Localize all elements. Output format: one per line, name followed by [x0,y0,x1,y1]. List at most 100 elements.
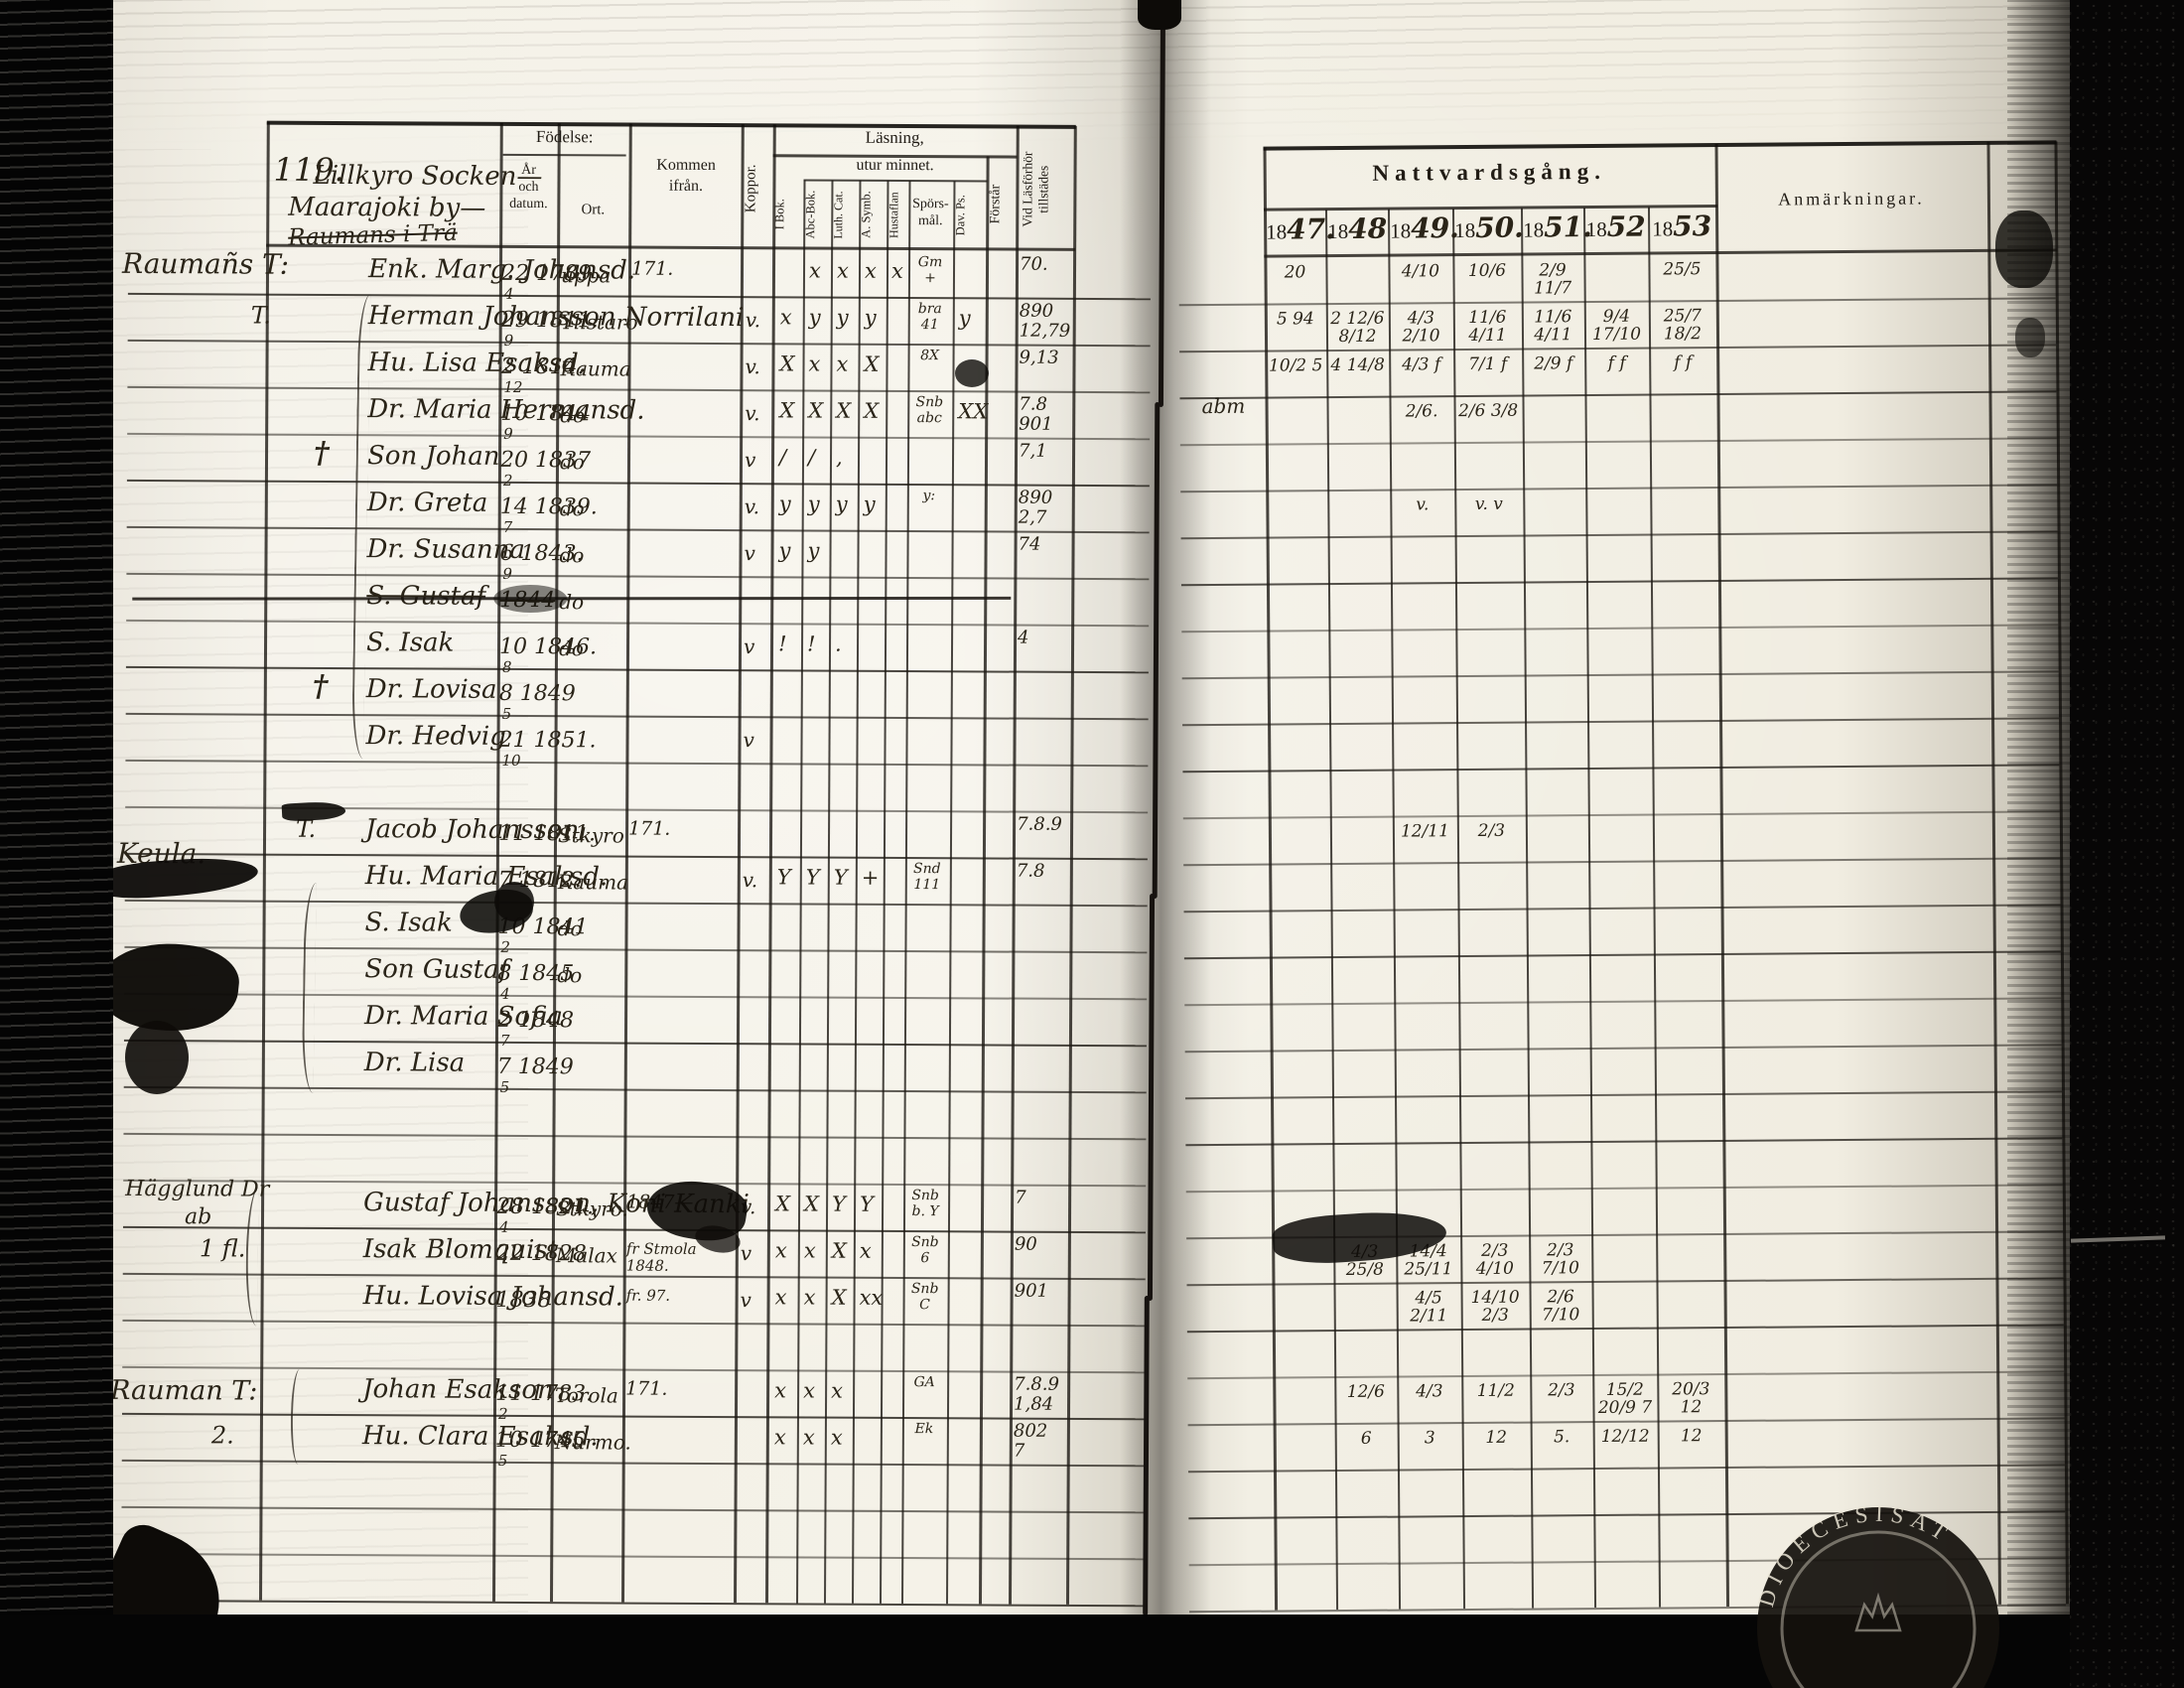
year-hand-digits: 52 [1606,210,1646,243]
communion-entry: 25/7 18/2 [1663,306,1703,345]
communion-entry: 5 94 [1276,309,1314,330]
communion-entry: 4 14/8 [1330,354,1386,376]
communion-entry: 2/3 7/10 [1541,1240,1580,1279]
row-line [1182,717,2060,727]
year-label: 1852 [1585,211,1646,243]
year-print-prefix: 18 [1266,219,1288,244]
book-gutter [1120,0,1211,1615]
communion-entry: 14/10 2/3 [1470,1287,1520,1326]
communion-entry: 4/3 f [1402,354,1441,375]
row-line [1181,670,2059,680]
row-line [1183,950,2061,960]
row-line [1187,1370,2065,1380]
communion-entry: 10/6 [1467,260,1507,282]
year-print-prefix: 18 [1327,218,1349,244]
table-top-border [1263,140,2057,151]
row-line [1180,530,2058,540]
year-hand-digits: 48 [1348,211,1388,245]
communion-entry: f f [1674,352,1693,373]
ink-blob [125,1021,189,1094]
year-label: 1853 [1650,210,1713,243]
row-line [1184,1044,2062,1054]
communion-entry: 10/2 5 [1268,355,1323,376]
communion-entry: 2/6. [1405,401,1438,422]
column-line [1986,141,2001,1605]
communion-entry: 12 [1680,1426,1703,1447]
communion-entry: 7/1 f [1468,353,1508,375]
year-print-prefix: 18 [1454,217,1476,243]
paper [111,0,2072,1615]
row-line [1180,484,2058,493]
communion-entry: 2/3 [1548,1380,1575,1401]
row-line [1185,1090,2062,1100]
communion-entry: v. [1416,494,1430,515]
year-label: 1850. [1454,211,1524,245]
ink-blob [955,359,989,387]
communion-entry: 11/6 4/11 [1534,307,1572,346]
communion-entry: 11/2 [1476,1380,1516,1401]
year-hand-digits: 53 [1673,210,1712,243]
scan-edge-left [0,0,113,1688]
scan-edge-right [2070,0,2184,1688]
row-line [1185,1184,2063,1194]
archive-stamp: DIOECESISAT [1729,1481,2027,1688]
communion-entry: 2/9 11/7 [1533,260,1572,299]
header-anmarkningar: Anmärkningar. [1778,188,1925,210]
communion-entry: 9/4 17/10 [1591,306,1642,346]
row-line [1179,437,2057,447]
year-print-prefix: 18 [1585,216,1607,242]
communion-entry: 25/5 [1663,259,1702,280]
communion-entry: 2/3 4/10 [1475,1240,1515,1279]
year-hand-digits: 49. [1411,211,1459,245]
communion-entry: 3 [1424,1428,1435,1449]
row-line [1187,1464,2065,1474]
row-line [1185,1137,2063,1147]
header-nattvardsgang: Nattvardsgång. [1372,158,1606,186]
communion-entry: 15/2 20/9 7 [1597,1379,1653,1419]
communion-entry: 2/3 [1477,820,1506,841]
year-print-prefix: 18 [1652,216,1674,241]
communion-entry: 12 [1485,1427,1508,1448]
row-line [1183,904,2061,914]
row-line [1184,997,2062,1007]
row-line [1180,577,2058,587]
year-print-prefix: 18 [1523,217,1545,242]
communion-entry: 4/3 [1416,1381,1443,1402]
row-line [1186,1277,2064,1287]
communion-entry: 12/12 [1600,1426,1650,1447]
row-line [1186,1324,2064,1334]
communion-entry: 4/5 2/11 [1410,1288,1448,1327]
row-line [1179,344,2057,353]
communion-entry: 5. [1554,1427,1570,1448]
communion-entry: 6 [1360,1428,1372,1449]
year-label: 1851. [1523,211,1592,243]
ink-blob [1138,0,1181,30]
row-line [1181,624,2059,633]
scan-edge-fade [2007,0,2077,1615]
year-print-prefix: 18 [1390,218,1412,243]
communion-entry: 12/6 [1346,1381,1386,1403]
communion-entry: 2/6 3/8 [1457,400,1519,422]
communion-entry: 2/6 7/10 [1542,1287,1580,1326]
communion-entry: 11/6 4/11 [1468,307,1507,347]
row-line [1179,390,2057,400]
communion-entry: v. v [1474,493,1503,514]
stamp-crown-icon [1854,1592,1902,1632]
communion-entry: 4/10 [1401,261,1440,282]
communion-entry: 2 12/6 8/12 [1330,308,1385,348]
year-label: 1847. [1266,212,1335,245]
row-line [1182,810,2060,820]
communion-entry: 20 [1284,262,1306,283]
communion-entry: 20/3 12 [1672,1379,1710,1418]
row-line [1183,857,2061,867]
row-line [1187,1417,2065,1427]
ink-blob [494,882,534,921]
communion-entry: 4/3 2/10 [1402,308,1440,347]
communion-entry: f f [1607,352,1626,373]
year-hand-digits: 50. [1475,211,1524,244]
communion-entry: 2/9 f [1534,353,1573,374]
communion-entry: 12/11 [1400,821,1449,842]
year-label: 1848 [1327,211,1388,245]
